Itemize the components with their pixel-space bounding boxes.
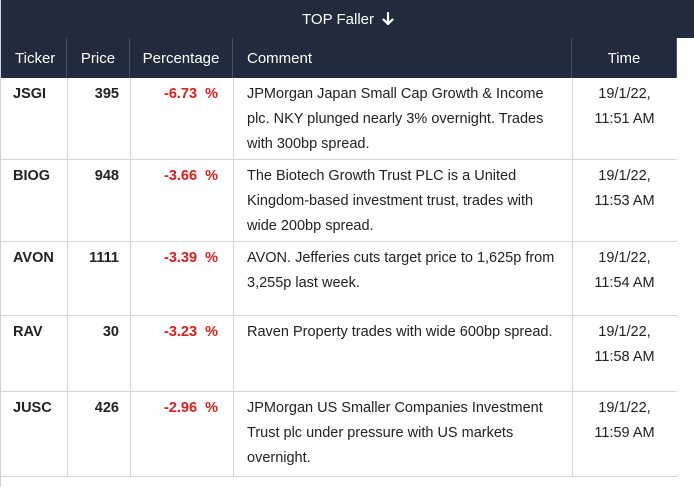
comment-cell: Raven Property trades with wide 600bp sp… [247,324,553,340]
column-header-percentage[interactable]: Percentage [130,38,233,78]
ticker-cell: AVON [13,250,54,266]
time-cell: 19/1/22, 11:51 AM [572,78,677,132]
time-cell: 19/1/22, 11:53 AM [572,160,677,214]
price-cell: 426 [94,400,119,416]
column-header-price[interactable]: Price [67,38,130,78]
date-text: 19/1/22, [598,400,651,416]
price-cell: 1111 [89,250,119,266]
comment-cell: AVON. Jefferies cuts target price to 1,6… [247,250,555,291]
time-text: 11:54 AM [594,275,655,291]
time-text: 11:58 AM [594,349,655,365]
arrow-down-icon[interactable] [382,11,394,26]
panel-title-bar[interactable]: TOP Faller [1,0,694,38]
table-row[interactable]: JSGI 395 -6.73 % JPMorgan Japan Small Ca… [1,78,677,160]
time-text: 11:59 AM [594,425,655,441]
time-cell: 19/1/22, 11:58 AM [572,316,677,370]
comment-cell: The Biotech Growth Trust PLC is a United… [247,168,534,234]
time-cell: 19/1/22, 11:59 AM [572,392,677,446]
time-cell: 19/1/22, 11:54 AM [572,242,677,296]
date-text: 19/1/22, [598,324,651,340]
date-text: 19/1/22, [598,250,651,266]
comment-cell: JPMorgan Japan Small Cap Growth & Income… [247,86,544,152]
table-row[interactable]: RAV 30 -3.23 % Raven Property trades wit… [1,316,677,392]
price-cell: 395 [94,86,119,102]
panel-title: TOP Faller [302,10,374,28]
ticker-cell: JSGI [13,86,47,102]
ticker-cell: RAV [13,324,43,340]
ticker-cell: BIOG [13,168,51,184]
price-cell: 948 [94,168,119,184]
table-header: Ticker Price Percentage Comment Time [1,38,694,78]
time-text: 11:53 AM [594,193,655,209]
column-header-comment[interactable]: Comment [233,38,572,78]
date-text: 19/1/22, [598,86,651,102]
column-header-time[interactable]: Time [572,38,677,78]
date-text: 19/1/22, [598,168,651,184]
percentage-cell: -6.73 % [164,86,218,102]
table-row[interactable]: JUSC 426 -2.96 % JPMorgan US Smaller Com… [1,392,677,477]
ticker-cell: JUSC [13,400,52,416]
scroll-gutter [677,38,694,487]
comment-cell: JPMorgan US Smaller Companies Investment… [247,400,543,466]
table-row[interactable]: BIOG 948 -3.66 % The Biotech Growth Trus… [1,160,677,242]
percentage-cell: -3.66 % [164,168,218,184]
column-header-ticker[interactable]: Ticker [1,38,67,78]
percentage-cell: -2.96 % [164,400,218,416]
price-cell: 30 [102,324,119,340]
table-row[interactable]: AVON 1111 -3.39 % AVON. Jefferies cuts t… [1,242,677,316]
percentage-cell: -3.23 % [164,324,218,340]
time-text: 11:51 AM [594,111,655,127]
percentage-cell: -3.39 % [164,250,218,266]
